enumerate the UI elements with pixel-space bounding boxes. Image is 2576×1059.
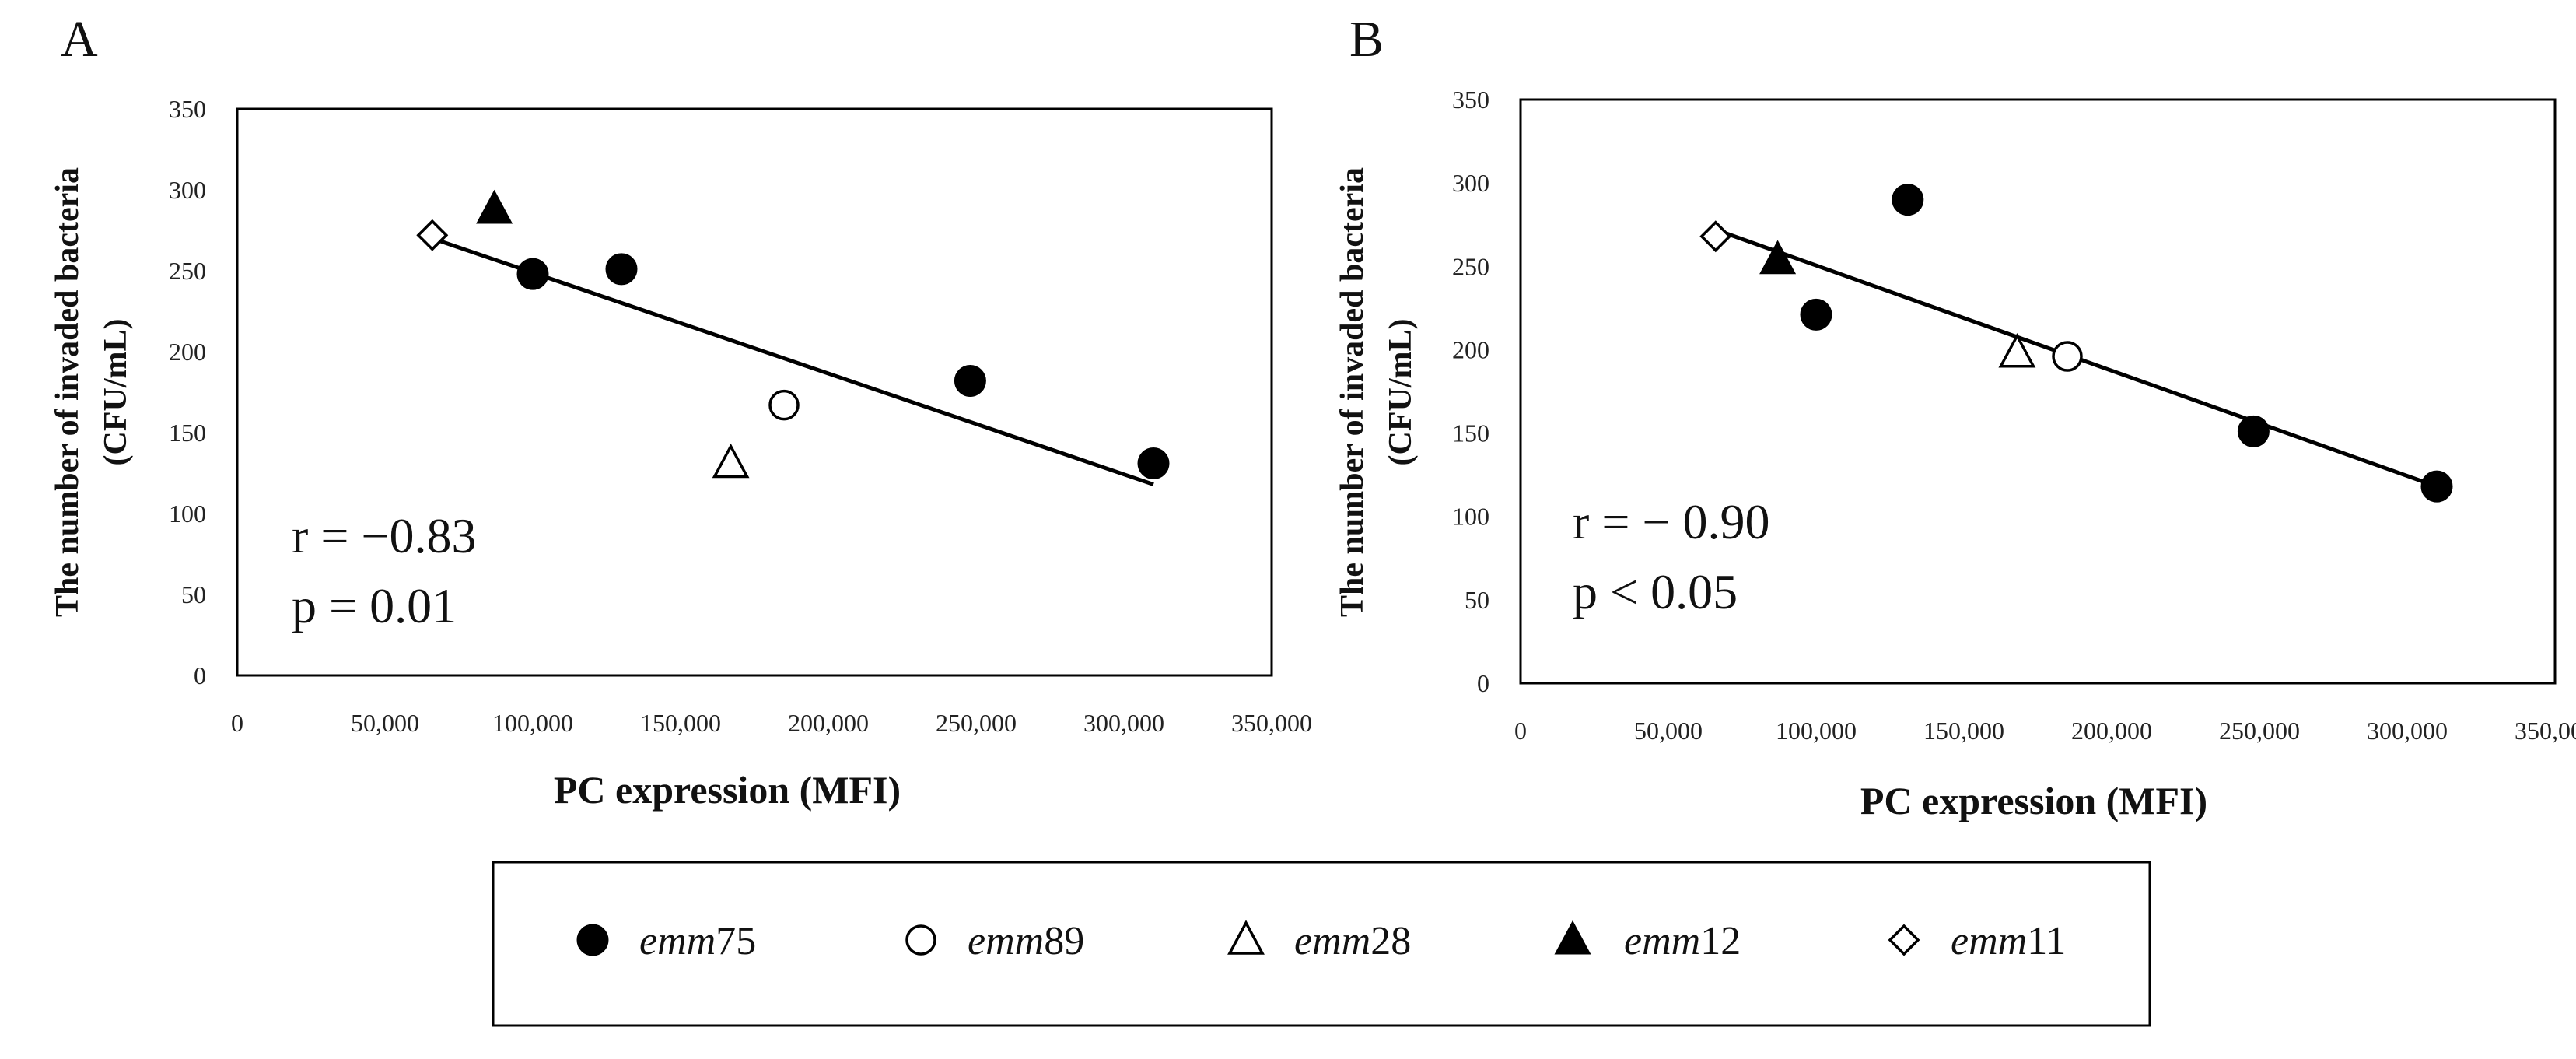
point-emm28: [1998, 333, 2036, 368]
legend-number: 11: [2027, 919, 2066, 963]
point-emm89: [768, 389, 800, 421]
legend-prefix: emm: [1294, 919, 1370, 963]
point-emm28: [712, 443, 750, 479]
point-emm75: [2420, 470, 2453, 503]
panel-B: B 0 50 100 150 200 250 300 350 0 50,000 100,000 150,…: [1335, 11, 2576, 822]
x-tick-label: 150,000: [1923, 717, 2004, 745]
x-tick-label: 300,000: [2367, 717, 2448, 745]
legend-marker-emm11: [1888, 924, 1920, 956]
legend-box: [492, 861, 2151, 1027]
legend-marker-emm12: [1554, 920, 1591, 955]
x-tick-label: 100,000: [1776, 717, 1857, 745]
x-tick-label: 200,000: [2071, 717, 2152, 745]
legend-label-emm75: emm75: [639, 919, 756, 963]
legend-number: 89: [1044, 919, 1084, 963]
y-tick-label: 150: [169, 419, 206, 447]
x-tick-label: 350,000: [2515, 717, 2576, 745]
y-axis-title: The number of invaded bacteria: [1335, 167, 1370, 617]
y-tick-label: 250: [169, 257, 206, 285]
legend-number: 12: [1700, 919, 1741, 963]
stat-p: p < 0.05: [1573, 564, 1738, 619]
point-emm75: [954, 364, 986, 397]
panel-letter: A: [61, 11, 98, 68]
point-emm75: [516, 258, 549, 290]
x-axis-title: PC expression (MFI): [1860, 779, 2207, 822]
legend-label-emm11: emm11: [1951, 919, 2066, 963]
point-emm12: [1759, 240, 1797, 275]
point-emm75: [1892, 184, 1924, 216]
y-tick-label: 300: [169, 176, 206, 204]
trendline: [431, 237, 1154, 486]
legend-number: 28: [1370, 919, 1411, 963]
y-axis-title: The number of invaded bacteria: [50, 167, 86, 617]
point-emm12: [476, 189, 513, 224]
y-tick-label: 300: [1452, 169, 1489, 197]
point-emm75: [605, 253, 638, 286]
legend-marker-emm89: [905, 924, 936, 956]
y-tick-label: 350: [169, 95, 206, 123]
y-tick-label: 200: [1452, 335, 1489, 363]
x-tick-label: 350,000: [1231, 709, 1312, 737]
x-tick-label: 100,000: [492, 709, 573, 737]
legend-marker-emm75: [576, 924, 609, 956]
y-tick-label: 0: [194, 661, 206, 689]
y-tick-label: 100: [169, 500, 206, 528]
legend-prefix: emm: [639, 919, 716, 963]
legend: emm75 emm89 emm28 emm12 emm11: [492, 861, 2151, 1027]
plot-frame: [1519, 98, 2557, 685]
point-emm89: [2052, 341, 2083, 372]
x-tick-label: 0: [231, 709, 243, 737]
y-tick-label: 50: [181, 580, 206, 608]
stat-r: r = −0.83: [292, 508, 477, 563]
legend-prefix: emm: [968, 919, 1044, 963]
y-tick-label: 50: [1465, 586, 1489, 614]
legend-number: 75: [716, 919, 756, 963]
x-tick-label: 50,000: [351, 709, 419, 737]
y-tick-label: 100: [1452, 503, 1489, 531]
y-tick-label: 250: [1452, 252, 1489, 280]
panel-letter: B: [1349, 11, 1384, 68]
y-tick-label: 350: [1452, 86, 1489, 114]
y-tick-label: 150: [1452, 419, 1489, 447]
stat-p: p = 0.01: [292, 578, 457, 633]
x-tick-label: 250,000: [936, 709, 1017, 737]
legend-label-emm28: emm28: [1294, 919, 1411, 963]
x-tick-label: 50,000: [1634, 717, 1703, 745]
y-tick-label: 200: [169, 338, 206, 366]
legend-marker-emm28: [1227, 920, 1265, 955]
x-tick-label: 0: [1514, 717, 1527, 745]
y-axis-unit: (CFU/mL): [98, 319, 134, 466]
x-tick-label: 300,000: [1083, 709, 1164, 737]
point-emm11: [416, 219, 449, 251]
point-emm11: [1699, 220, 1732, 253]
point-emm75: [1137, 447, 1170, 480]
x-tick-label: 250,000: [2219, 717, 2300, 745]
x-tick-label: 200,000: [788, 709, 869, 737]
y-tick-label: 0: [1477, 669, 1489, 697]
y-axis-unit: (CFU/mL): [1383, 319, 1419, 466]
panel-A: A 0 50 100 150 200 250 300 350 0 50,000 100,000 150,…: [50, 11, 1312, 812]
plot-frame: [236, 107, 1273, 677]
x-tick-label: 150,000: [640, 709, 721, 737]
legend-prefix: emm: [1951, 919, 2027, 963]
x-axis-title: PC expression (MFI): [554, 768, 901, 812]
stat-r: r = − 0.90: [1573, 494, 1770, 549]
legend-label-emm89: emm89: [968, 919, 1084, 963]
point-emm75: [1800, 298, 1832, 331]
point-emm75: [2237, 415, 2270, 447]
legend-label-emm12: emm12: [1624, 919, 1741, 963]
legend-prefix: emm: [1624, 919, 1700, 963]
